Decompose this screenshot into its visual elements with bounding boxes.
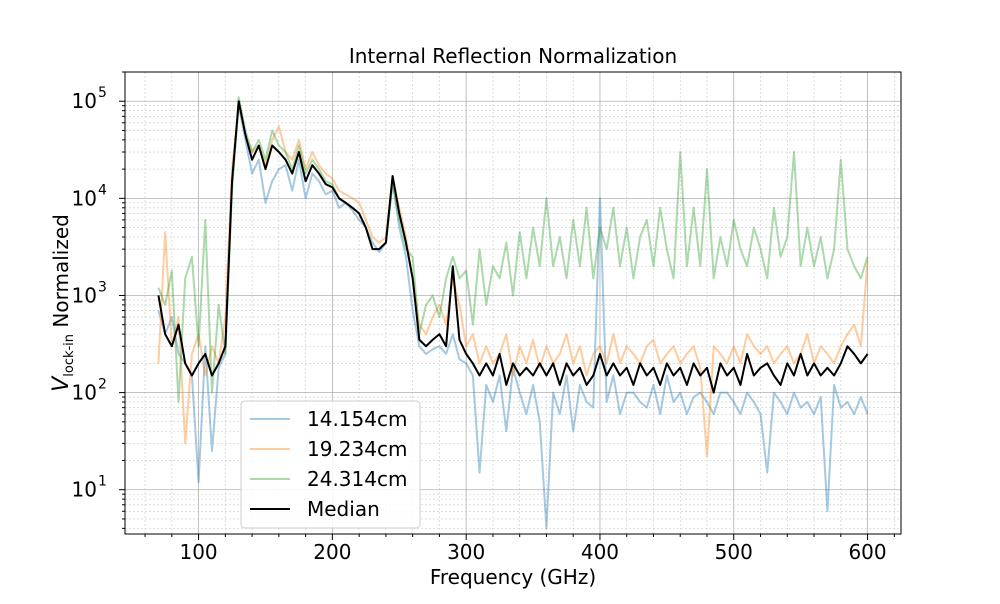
y-tick-label: 10	[72, 381, 97, 405]
y-tick-label: 10	[72, 186, 97, 210]
series-line-24-314cm	[157, 96, 869, 404]
y-axis-label-base: V	[49, 375, 74, 392]
y-tick-label: 10	[72, 478, 97, 502]
y-tick-label-exponent: 4	[98, 182, 107, 198]
legend-label: Median	[307, 497, 380, 521]
legend-label: 24.314cm	[307, 467, 407, 491]
y-axis-label-subscript: lock-in	[62, 334, 77, 377]
series-line-19-234cm	[157, 102, 869, 458]
legend-label: 14.154cm	[307, 407, 407, 431]
x-tick-label: 600	[848, 540, 886, 564]
legend-items: 14.154cm 19.234cm 24.314cm Median	[250, 407, 407, 521]
chart-title: Internal Reflection Normalization	[349, 44, 677, 68]
x-axis-label: Frequency (GHz)	[430, 565, 596, 589]
x-tick-label: 100	[179, 540, 217, 564]
y-tick-label-exponent: 1	[98, 474, 107, 490]
series-line-median	[157, 100, 869, 394]
y-tick-label-exponent: 5	[98, 85, 107, 101]
series-line-14-154cm	[157, 104, 869, 530]
x-tick-label: 200	[313, 540, 351, 564]
y-tick-label-exponent: 2	[98, 377, 107, 393]
y-tick-label: 10	[72, 283, 97, 307]
x-tick-label: 500	[715, 540, 753, 564]
legend-box	[240, 400, 421, 529]
chart-legend: 14.154cm 19.234cm 24.314cm Median	[240, 400, 421, 529]
legend-label: 19.234cm	[307, 437, 407, 461]
x-tick-label: 400	[581, 540, 619, 564]
y-tick-label: 10	[72, 89, 97, 113]
x-tick-label: 300	[447, 540, 485, 564]
y-axis-label-suffix: Normalized	[49, 214, 73, 334]
data-series	[157, 96, 869, 530]
y-tick-label-exponent: 3	[98, 279, 107, 295]
y-axis-label: Vlock-in Normalized	[49, 214, 77, 392]
plot-area-frame	[124, 71, 902, 535]
